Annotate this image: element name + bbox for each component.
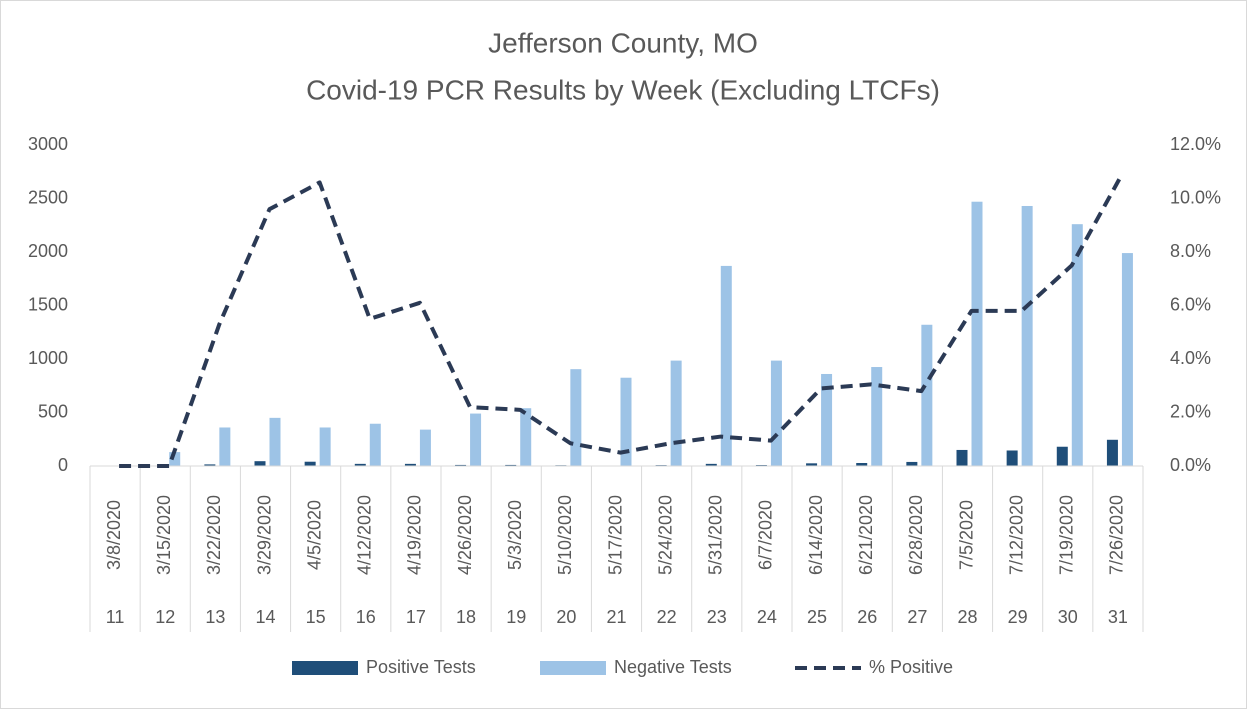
bar: [320, 427, 331, 466]
bar: [906, 462, 917, 466]
x-tick-label: 5/10/2020: [555, 495, 575, 575]
week-label: 17: [406, 607, 426, 627]
y2-tick-label: 2.0%: [1170, 401, 1211, 421]
bar: [420, 430, 431, 466]
bar: [305, 462, 316, 466]
x-tick-label: 6/14/2020: [806, 495, 826, 575]
week-label: 27: [907, 607, 927, 627]
week-label: 11: [106, 607, 125, 627]
week-label: 22: [657, 607, 677, 627]
bar: [370, 424, 381, 466]
y-tick-label: 1000: [28, 348, 68, 368]
week-label: 31: [1108, 607, 1128, 627]
y-tick-label: 500: [38, 401, 68, 421]
week-label: 18: [456, 607, 476, 627]
bar: [1107, 440, 1118, 466]
x-tick-label: 7/5/2020: [956, 500, 976, 570]
x-tick-label: 3/8/2020: [104, 500, 124, 570]
legend-swatch: [292, 661, 358, 675]
week-label: 30: [1058, 607, 1078, 627]
bar: [570, 369, 581, 466]
week-label: 20: [556, 607, 576, 627]
week-label: 21: [606, 607, 626, 627]
y2-tick-label: 8.0%: [1170, 241, 1211, 261]
bar: [972, 202, 983, 466]
bar: [1122, 253, 1133, 466]
week-label: 24: [757, 607, 777, 627]
week-label: 25: [807, 607, 827, 627]
y2-tick-label: 12.0%: [1170, 134, 1221, 154]
x-tick-label: 6/7/2020: [756, 500, 776, 570]
bar: [470, 414, 481, 466]
x-tick-label: 7/12/2020: [1006, 495, 1026, 575]
x-tick-label: 5/17/2020: [605, 495, 625, 575]
week-label: 14: [255, 607, 275, 627]
bar: [921, 325, 932, 466]
y-tick-label: 3000: [28, 134, 68, 154]
x-tick-label: 4/26/2020: [455, 495, 475, 575]
x-tick-label: 7/26/2020: [1107, 495, 1127, 575]
x-tick-label: 4/12/2020: [355, 495, 375, 575]
bar: [671, 361, 682, 466]
week-label: 15: [306, 607, 326, 627]
x-tick-label: 4/19/2020: [405, 495, 425, 575]
y2-tick-label: 4.0%: [1170, 348, 1211, 368]
x-tick-label: 5/3/2020: [505, 500, 525, 570]
chart-title: Jefferson County, MO: [488, 27, 758, 58]
legend-label: Negative Tests: [614, 657, 732, 677]
bar: [255, 461, 266, 466]
x-tick-label: 3/29/2020: [254, 495, 274, 575]
week-label: 16: [356, 607, 376, 627]
week-label: 19: [506, 607, 526, 627]
bar: [1007, 450, 1018, 466]
x-tick-label: 5/24/2020: [655, 495, 675, 575]
y-tick-label: 0: [58, 455, 68, 475]
bar: [871, 367, 882, 466]
legend-label: Positive Tests: [366, 657, 476, 677]
bar: [1057, 447, 1068, 466]
y-tick-label: 1500: [28, 294, 68, 314]
y2-tick-label: 10.0%: [1170, 187, 1221, 207]
x-tick-label: 6/28/2020: [906, 495, 926, 575]
week-label: 13: [205, 607, 225, 627]
week-label: 23: [707, 607, 727, 627]
x-tick-label: 7/19/2020: [1057, 495, 1077, 575]
bar: [771, 361, 782, 466]
week-label: 12: [155, 607, 175, 627]
x-tick-label: 3/15/2020: [154, 495, 174, 575]
chart-subtitle: Covid-19 PCR Results by Week (Excluding …: [306, 74, 940, 105]
x-tick-label: 3/22/2020: [204, 495, 224, 575]
week-label: 29: [1008, 607, 1028, 627]
bar: [957, 450, 968, 466]
legend-swatch: [540, 661, 606, 675]
y2-tick-label: 0.0%: [1170, 455, 1211, 475]
y2-tick-label: 6.0%: [1170, 294, 1211, 314]
bar: [520, 408, 531, 466]
x-tick-label: 4/5/2020: [304, 500, 324, 570]
bar: [1072, 224, 1083, 466]
x-tick-label: 6/21/2020: [856, 495, 876, 575]
legend-label: % Positive: [869, 657, 953, 677]
bar: [270, 418, 281, 466]
week-label: 26: [857, 607, 877, 627]
y-tick-label: 2000: [28, 241, 68, 261]
x-tick-label: 5/31/2020: [706, 495, 726, 575]
bar: [1022, 206, 1033, 466]
y-tick-label: 2500: [28, 187, 68, 207]
week-label: 28: [957, 607, 977, 627]
bar: [219, 427, 230, 466]
